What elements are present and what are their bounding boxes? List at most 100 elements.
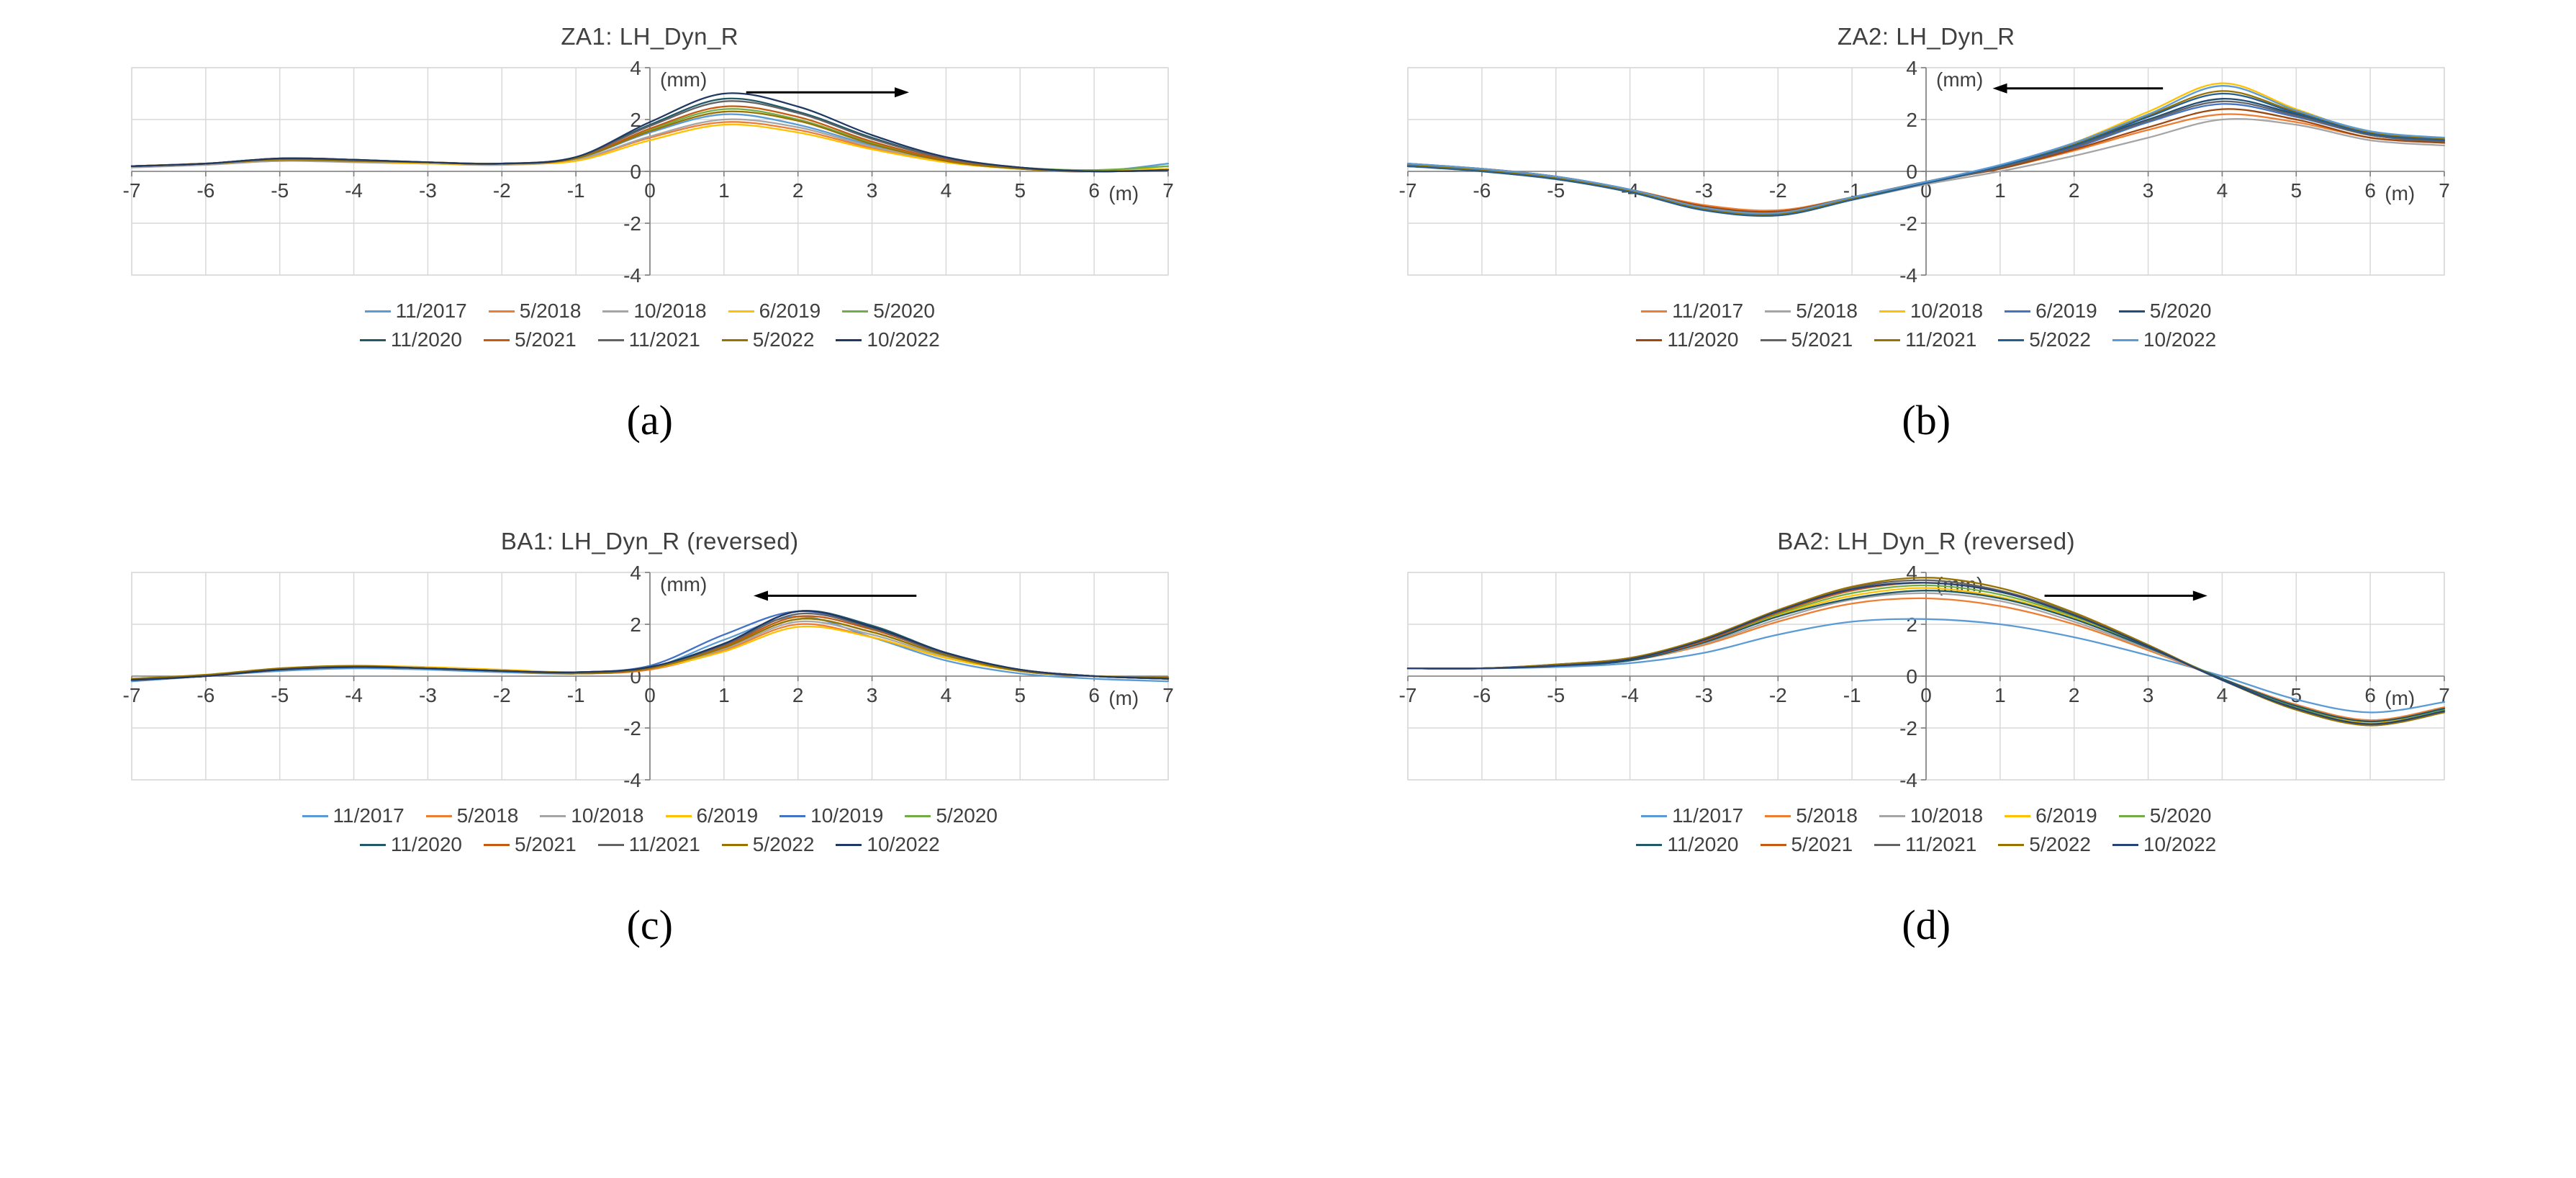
legend-item: 11/2017 <box>302 804 405 827</box>
legend-line-icon <box>2005 814 2031 817</box>
x-tick-label: 4 <box>2217 179 2228 202</box>
chart-panel-a: ZA1: LH_Dyn_R -7 -6 -5 -4 -3 -2 -1 0 1 2 3 4 5 6 7 4 2 0-… <box>26 19 1274 444</box>
x-tick-label: 2 <box>792 179 804 202</box>
legend-line-icon <box>1760 338 1786 341</box>
x-tick-label: -5 <box>1547 179 1565 202</box>
series-line <box>130 110 1169 173</box>
legend-line-icon <box>2112 338 2138 341</box>
legend-label: 10/2022 <box>2143 833 2217 855</box>
x-tick-label: 5 <box>2291 179 2302 202</box>
legend-item: 10/2018 <box>602 300 707 323</box>
legend-line-icon <box>728 310 754 313</box>
legend-label: 11/2021 <box>628 833 700 855</box>
legend-line-icon <box>2118 310 2145 313</box>
legend-row: 11/2020 5/2021 11/2021 5/2022 10/2022 <box>1636 328 2216 351</box>
x-tick-label: 2 <box>792 684 804 706</box>
x-tick-label: -6 <box>196 179 214 202</box>
legend-label: 11/2021 <box>1905 833 1977 855</box>
legend-label: 5/2020 <box>2149 804 2212 827</box>
legend-label: 11/2017 <box>333 804 405 827</box>
chart-caption: (a) <box>626 397 673 444</box>
chart-title: BA1: LH_Dyn_R (reversed) <box>500 528 799 554</box>
legend-label: 5/2020 <box>2149 300 2212 322</box>
legend-line-icon <box>1760 843 1786 846</box>
series-line <box>1407 92 2446 217</box>
legend-item: 10/2022 <box>2112 328 2216 351</box>
x-tick-label: -5 <box>271 684 289 706</box>
series-line <box>130 610 1169 681</box>
x-tick-label: 0 <box>644 684 656 706</box>
legend-row: 11/2020 5/2021 11/2021 5/2022 10/2022 <box>359 328 940 351</box>
x-tick-label: -3 <box>1695 684 1713 706</box>
x-tick-label: -1 <box>1843 684 1861 706</box>
legend-label: 10/2018 <box>1910 804 1984 827</box>
legend-line-icon <box>540 814 566 817</box>
legend-label: 5/2018 <box>1796 804 1858 827</box>
legend-line-icon <box>597 338 624 341</box>
legend-label: 11/2017 <box>1672 804 1744 827</box>
legend-line-icon <box>359 843 386 846</box>
y-tick-label: -4 <box>623 769 641 791</box>
legend-label: 11/2020 <box>1667 328 1739 351</box>
legend-item: 5/2018 <box>1765 300 1858 323</box>
legend-line-icon <box>425 814 452 817</box>
direction-arrowhead-icon <box>894 87 909 98</box>
x-tick-label: -6 <box>1473 179 1491 202</box>
legend-label: 6/2019 <box>759 300 821 322</box>
figure-grid: ZA1: LH_Dyn_R -7 -6 -5 -4 -3 -2 -1 0 1 2 3 4 5 6 7 4 2 0-… <box>26 19 2551 949</box>
x-tick-label: 1 <box>1994 684 2006 706</box>
x-tick-label: 3 <box>867 684 878 706</box>
chart-caption: (c) <box>626 902 673 948</box>
x-tick-label: -7 <box>1399 684 1417 706</box>
chart-panel-d: BA2: LH_Dyn_R (reversed) -7 -6 -5 -4 -3 -2 -1 0… <box>1303 523 2551 949</box>
legend-item: 5/2021 <box>484 328 577 351</box>
legend-item: 10/2018 <box>1879 300 1983 323</box>
legend-label: 11/2021 <box>1905 328 1977 351</box>
legend-line-icon <box>905 814 931 817</box>
legend-row: 11/2017 5/2018 10/2018 6/2019 5/2020 <box>364 300 935 323</box>
legend-item: 5/2020 <box>905 804 998 827</box>
legend-row: 11/2017 5/2018 10/2018 6/2019 10/2019 5/2020 <box>302 804 998 827</box>
legend-label: 5/2022 <box>2029 328 2091 351</box>
legend-label: 11/2021 <box>628 328 700 351</box>
y-tick-label: 4 <box>1907 57 1918 79</box>
y-tick-label: 2 <box>1907 613 1918 636</box>
y-tick-label: -2 <box>1899 212 1917 235</box>
y-tick-label: 2 <box>630 109 641 131</box>
legend-label: 10/2018 <box>571 804 644 827</box>
legend-line-icon <box>488 310 515 313</box>
legend-item: 11/2020 <box>359 328 462 351</box>
legend-label: 5/2018 <box>1796 300 1858 322</box>
legend-item: 5/2022 <box>1998 833 2091 856</box>
direction-arrowhead-icon <box>2193 590 2208 601</box>
legend-item: 11/2020 <box>1636 833 1739 856</box>
direction-arrowhead-icon <box>753 590 768 601</box>
x-tick-label: 7 <box>2439 179 2450 202</box>
y-tick-label: 4 <box>630 562 641 584</box>
y-tick-label: -2 <box>1899 717 1917 739</box>
y-tick-label: -2 <box>623 717 641 739</box>
legend-line-icon <box>1879 814 1905 817</box>
chart-caption: (d) <box>1902 902 1951 948</box>
legend-line-icon <box>721 843 748 846</box>
legend-label: 5/2022 <box>752 833 815 855</box>
legend-label: 5/2018 <box>456 804 519 827</box>
legend-item: 10/2019 <box>779 804 883 827</box>
legend-item: 11/2017 <box>1641 300 1743 323</box>
x-tick-label: 3 <box>867 179 878 202</box>
series-line <box>1407 85 2446 215</box>
direction-arrowhead-icon <box>1992 83 2007 94</box>
legend-label: 10/2022 <box>867 833 940 855</box>
series-line <box>130 92 1169 173</box>
x-tick-label: -6 <box>1473 684 1491 706</box>
legend-item: 6/2019 <box>2005 300 2097 323</box>
legend-line-icon <box>836 843 862 846</box>
y-axis-unit-label: (mm) <box>1936 68 1983 91</box>
x-axis-unit-label: (m) <box>1108 687 1139 709</box>
legend-line-icon <box>1874 338 1901 341</box>
legend-line-icon <box>1874 843 1901 846</box>
legend-label: 5/2022 <box>752 328 815 351</box>
legend-line-icon <box>779 814 806 817</box>
